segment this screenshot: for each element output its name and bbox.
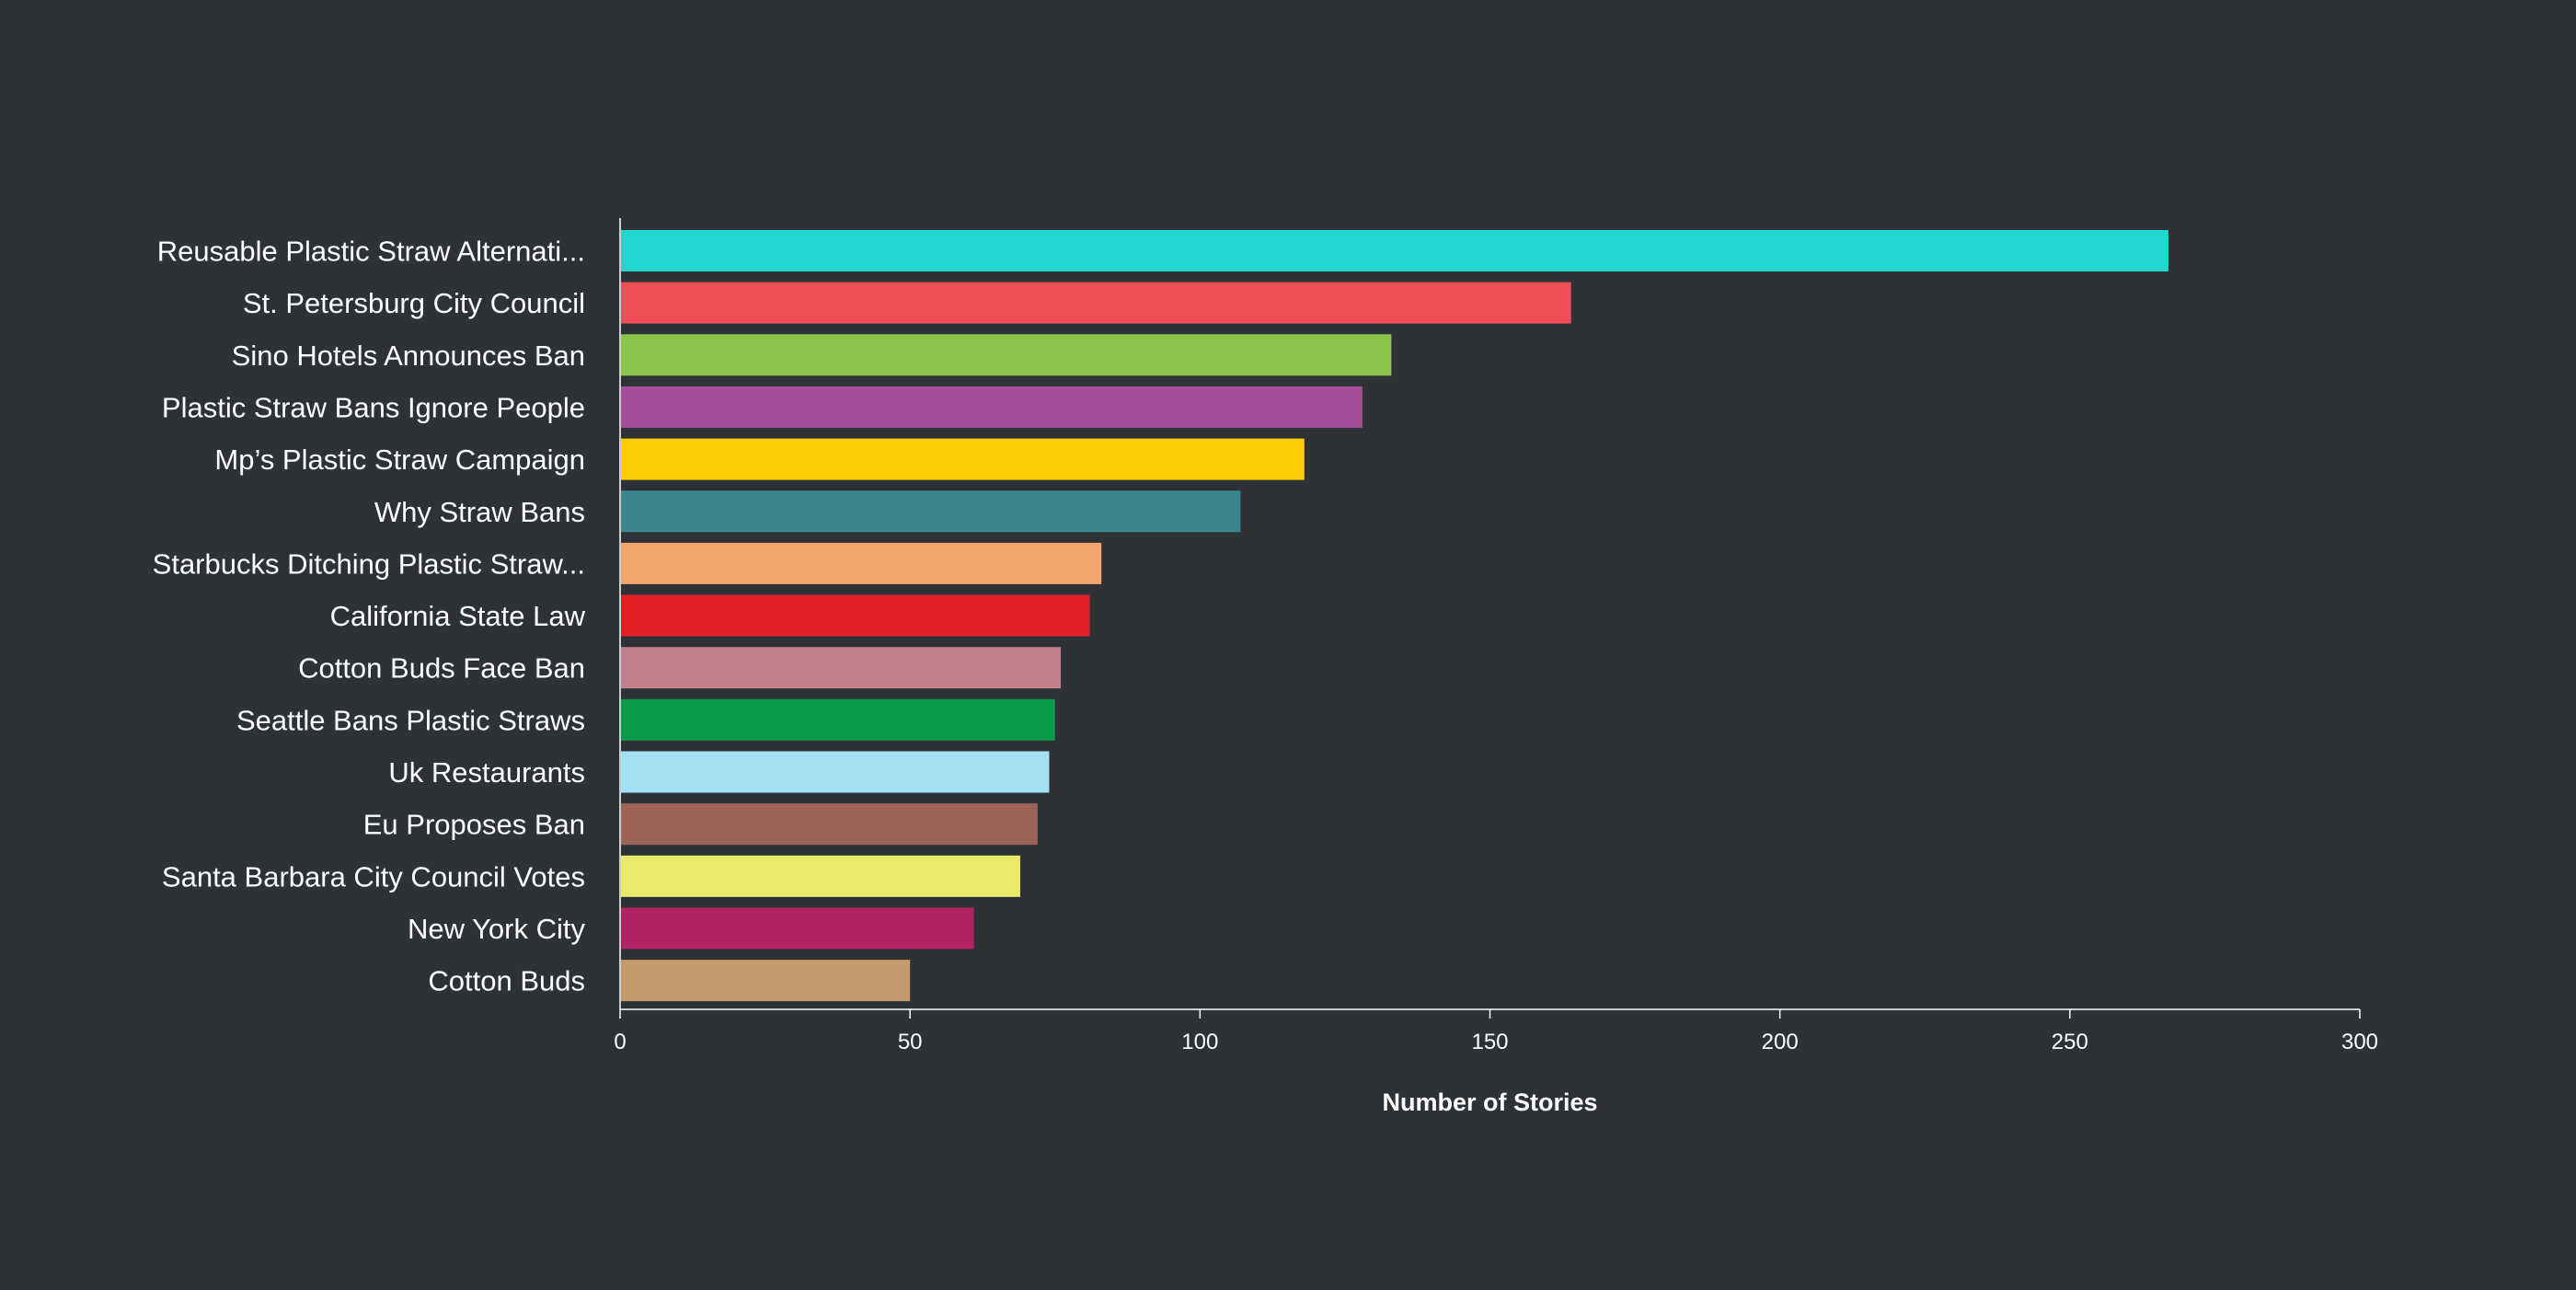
category-label: California State Law <box>330 600 586 632</box>
category-labels-group: Reusable Plastic Straw Alternati... St. P… <box>153 236 586 997</box>
bar <box>621 647 1062 689</box>
category-label: Eu Proposes Ban <box>363 809 585 841</box>
bar <box>621 594 1090 637</box>
bar <box>621 960 911 1002</box>
category-label: St. Petersburg City Council <box>243 287 585 319</box>
bar <box>621 230 2168 271</box>
bar <box>621 907 974 950</box>
category-label: Plastic Straw Bans Ignore People <box>162 391 585 423</box>
x-tick-label: 250 <box>2052 1030 2088 1054</box>
bar <box>621 698 1055 741</box>
bar <box>621 542 1102 584</box>
bar <box>621 438 1305 480</box>
bars-group <box>621 230 2168 1002</box>
bar <box>621 855 1020 897</box>
category-label: Santa Barbara City Council Votes <box>162 860 585 893</box>
x-tick-label: 200 <box>1762 1030 1799 1054</box>
category-label: Why Straw Bans <box>374 496 585 528</box>
category-label: Cotton Buds Face Ban <box>298 652 585 685</box>
bar <box>621 386 1363 428</box>
x-tick-label: 100 <box>1181 1030 1218 1054</box>
bar <box>621 282 1571 324</box>
category-label: Uk Restaurants <box>388 756 585 789</box>
x-tick-label: 0 <box>614 1030 626 1054</box>
bar <box>621 751 1050 793</box>
x-tick-label: 150 <box>1471 1030 1508 1054</box>
category-label: Starbucks Ditching Plastic Straw... <box>153 547 585 580</box>
x-ticks-group: 0 50 100 150 200 250 300 <box>614 1009 2378 1054</box>
bar <box>621 803 1038 846</box>
x-axis-title: Number of Stories <box>1382 1088 1597 1116</box>
category-label: Cotton Buds <box>428 965 585 997</box>
category-label: Mp’s Plastic Straw Campaign <box>214 443 585 476</box>
bar <box>621 490 1241 533</box>
category-label: Sino Hotels Announces Ban <box>232 340 585 372</box>
category-label: Reusable Plastic Straw Alternati... <box>157 236 585 268</box>
category-label: New York City <box>408 913 585 945</box>
bar <box>621 334 1392 376</box>
category-label: Seattle Bans Plastic Straws <box>236 704 585 736</box>
x-tick-label: 300 <box>2341 1030 2378 1054</box>
x-tick-label: 50 <box>898 1030 923 1054</box>
